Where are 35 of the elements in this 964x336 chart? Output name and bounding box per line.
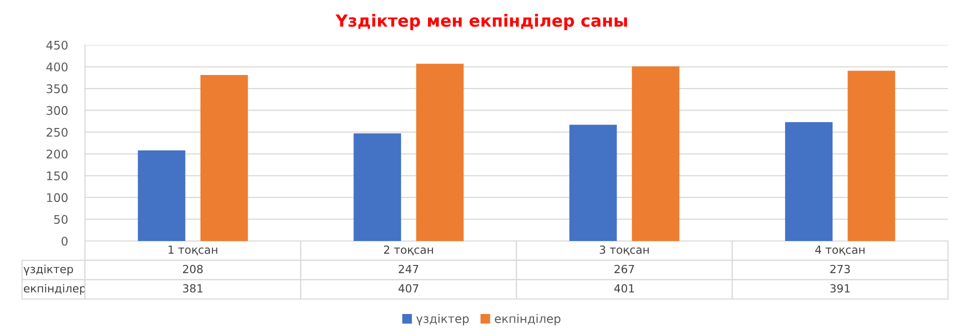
bar: [354, 133, 402, 241]
data-label: 267: [614, 264, 634, 274]
legend-label: үздіктер: [416, 314, 469, 326]
bar: [632, 66, 680, 241]
y-tick-label: 100: [47, 193, 68, 202]
x-tick-label: 1 тоқсан: [168, 246, 218, 256]
data-label: 208: [183, 264, 203, 274]
data-label: 381: [183, 284, 202, 293]
legend-label: екпінділер: [494, 314, 560, 326]
x-tick-label: 3 тоқсан: [600, 245, 649, 256]
y-tick-label: 0: [62, 236, 68, 246]
y-tick-label: 50: [54, 214, 68, 224]
bar: [848, 70, 896, 241]
data-label: 407: [398, 284, 418, 293]
y-tick-label: 450: [46, 40, 68, 50]
x-tick-label: 2 тоқсан: [384, 245, 433, 256]
bar: [138, 150, 186, 241]
bar: [785, 122, 833, 241]
text: үздіктер: [24, 264, 73, 276]
data-label: 401: [614, 284, 634, 293]
text: екпінділер: [24, 284, 86, 295]
bar: [416, 64, 464, 241]
bar: [200, 75, 248, 241]
bar: [569, 124, 617, 241]
chart-title: Үздіктер мен екпінділер саны: [335, 14, 627, 30]
data-label: 247: [398, 264, 418, 274]
data-label: 273: [830, 264, 850, 274]
data-label: 391: [830, 284, 850, 293]
y-tick-label: 400: [46, 62, 68, 72]
y-tick-label: 150: [47, 171, 68, 180]
y-tick-label: 250: [46, 128, 68, 137]
y-tick-label: 300: [46, 106, 68, 115]
y-tick-label: 200: [46, 150, 68, 159]
x-tick-label: 4 тоқсан: [815, 246, 864, 256]
y-tick-label: 350: [46, 84, 68, 94]
